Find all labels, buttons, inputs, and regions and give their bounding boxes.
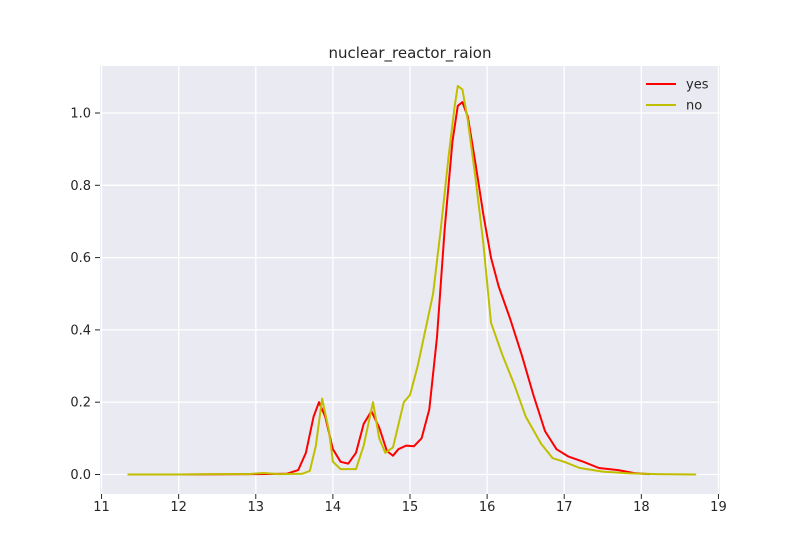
x-axis-ticks: 11 12 13 14 15 16 17 18 19 xyxy=(93,494,727,515)
y-tick-label: 0.0 xyxy=(70,468,91,483)
x-tick-label: 13 xyxy=(247,500,264,515)
x-tick-label: 19 xyxy=(710,500,727,515)
y-tick-label: 0.6 xyxy=(70,251,91,266)
x-tick-label: 12 xyxy=(170,500,187,515)
y-tick-label: 0.8 xyxy=(70,179,91,194)
legend: yes no xyxy=(646,78,709,114)
legend-label-no: no xyxy=(686,99,702,114)
chart-title: nuclear_reactor_raion xyxy=(329,44,492,63)
x-tick-label: 15 xyxy=(402,500,419,515)
y-tick-label: 1.0 xyxy=(70,106,91,121)
x-tick-label: 14 xyxy=(325,500,342,515)
y-tick-label: 0.2 xyxy=(70,396,91,411)
series-layer xyxy=(127,84,697,476)
y-tick-label: 0.4 xyxy=(70,323,91,338)
x-tick-label: 11 xyxy=(93,500,110,515)
x-tick-label: 17 xyxy=(556,500,573,515)
y-axis-ticks: 0.0 0.2 0.4 0.6 0.8 1.0 xyxy=(70,106,100,483)
x-tick-label: 16 xyxy=(479,500,496,515)
legend-label-yes: yes xyxy=(686,78,709,93)
series-line-no xyxy=(127,84,697,476)
x-tick-label: 18 xyxy=(633,500,650,515)
series-line-yes xyxy=(127,101,651,476)
grid-lines xyxy=(100,66,720,494)
